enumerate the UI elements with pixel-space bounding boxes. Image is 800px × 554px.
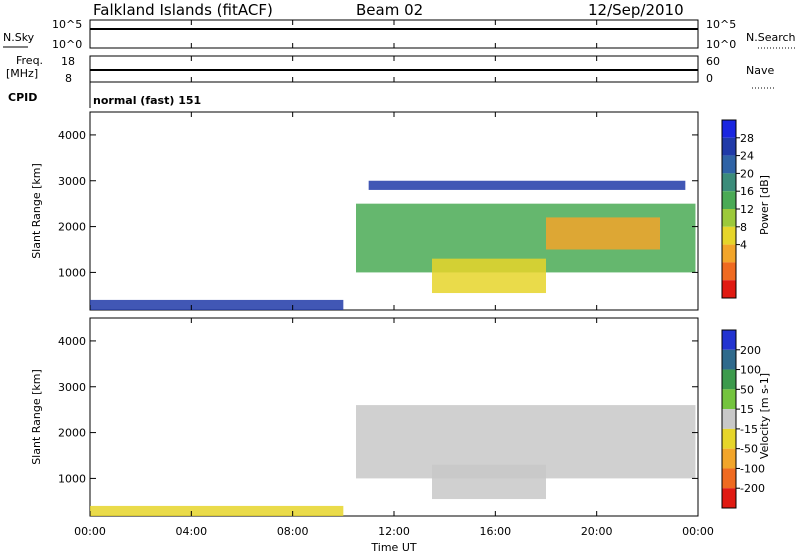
power-colorbar: 28 24 20 16 12 8 4 — [721, 119, 754, 299]
x-axis-label: Time UT — [370, 541, 416, 554]
vel-colorbar-swatch — [722, 389, 736, 410]
power-colorbar-tick-label: 8 — [740, 221, 747, 234]
vel-colorbar-tick-label: 200 — [740, 344, 761, 357]
vel-y-tick-label: 4000 — [58, 335, 86, 348]
nsky-tick-top: 10^5 — [52, 18, 82, 31]
vel-colorbar-swatch — [722, 409, 736, 429]
power-echo-region — [432, 258, 546, 294]
power-colorbar-swatch — [722, 137, 736, 156]
x-tick-label: 00:00 — [74, 525, 106, 538]
power-y-tick-label: 4000 — [58, 129, 86, 142]
freq-label: Freq. — [16, 54, 43, 67]
vel-colorbar-swatch — [722, 428, 736, 449]
cpid-value: normal (fast) 151 — [93, 94, 201, 107]
vel-colorbar-tick-label: -200 — [740, 482, 765, 495]
power-colorbar-swatch — [722, 191, 736, 209]
vel-colorbar-swatch — [722, 448, 736, 469]
nave-tick-bottom: 0 — [706, 72, 713, 85]
velocity-y-axis: 4000 3000 2000 1000 — [58, 335, 698, 485]
vel-colorbar-swatch — [722, 349, 736, 370]
vel-colorbar-swatch — [722, 468, 736, 489]
beam-title: Beam 02 — [356, 1, 423, 19]
power-colorbar-tick-label: 28 — [740, 132, 754, 145]
vel-colorbar-swatch — [722, 488, 736, 508]
nave-tick-top: 60 — [706, 55, 720, 68]
power-y-tick-label: 1000 — [58, 266, 86, 279]
x-tick-label: 08:00 — [277, 525, 309, 538]
vel-echo-region — [90, 505, 344, 516]
power-colorbar-swatch — [722, 226, 736, 245]
power-colorbar-tick-label: 16 — [740, 185, 754, 198]
nave-label: Nave — [746, 64, 774, 77]
power-y-tick-label: 3000 — [58, 175, 86, 188]
vel-colorbar-tick-label: -50 — [740, 443, 758, 456]
nsearch-tick-top: 10^5 — [706, 18, 736, 31]
nsearch-tick-bottom: 10^0 — [706, 38, 736, 51]
station-title: Falkland Islands (fitACF) — [93, 1, 273, 19]
power-colorbar-swatch — [722, 244, 736, 263]
power-y-tick-label: 2000 — [58, 221, 86, 234]
power-colorbar-swatch — [722, 120, 736, 138]
power-colorbar-tick-label: 4 — [740, 239, 747, 252]
nsearch-label: N.Search — [746, 31, 796, 44]
power-colorbar-tick-label: 24 — [740, 150, 754, 163]
velocity-y-label: Slant Range [km] — [30, 369, 43, 465]
vel-colorbar-tick-label: -100 — [740, 462, 765, 475]
power-echo-region — [90, 299, 344, 310]
x-tick-label: 04:00 — [175, 525, 207, 538]
vel-colorbar-tick-label: 100 — [740, 364, 761, 377]
vel-echo-region — [432, 464, 546, 500]
power-colorbar-swatch — [722, 173, 736, 192]
power-y-axis: 4000 3000 2000 1000 — [58, 129, 698, 279]
power-colorbar-tick-label: 12 — [740, 203, 754, 216]
vel-colorbar-tick-label: -15 — [740, 423, 758, 436]
vel-y-tick-label: 2000 — [58, 427, 86, 440]
power-colorbar-tick-label: 20 — [740, 167, 754, 180]
freq-tick-bottom: 8 — [65, 72, 72, 85]
x-tick-label: 00:00 — [682, 525, 714, 538]
power-echo-region — [546, 217, 660, 250]
velocity-colorbar-label: Velocity [m s-1] — [758, 373, 771, 459]
x-tick-label: 20:00 — [581, 525, 613, 538]
power-echo-region — [368, 180, 686, 190]
time-x-axis: 00:00 04:00 08:00 12:00 16:00 20:00 00:00 — [74, 20, 714, 538]
freq-tick-top: 18 — [61, 55, 75, 68]
cpid-label: CPID — [8, 91, 37, 104]
x-tick-label: 12:00 — [378, 525, 410, 538]
vel-colorbar-swatch — [722, 330, 736, 350]
velocity-panel: 4000 3000 2000 1000 Slant Range [km] 200 100… — [30, 317, 771, 517]
freq-unit-label: [MHz] — [6, 67, 38, 80]
vel-y-tick-label: 3000 — [58, 381, 86, 394]
vel-y-tick-label: 1000 — [58, 472, 86, 485]
vel-colorbar-tick-label: 15 — [740, 403, 754, 416]
power-panel: 4000 3000 2000 1000 Slant Range [km] 28 24 20… — [30, 111, 771, 311]
power-colorbar-swatch — [722, 280, 736, 298]
velocity-data-layer — [90, 405, 696, 516]
x-tick-label: 16:00 — [479, 525, 511, 538]
power-colorbar-label: Power [dB] — [758, 175, 771, 235]
vel-colorbar-frame — [721, 329, 737, 509]
power-colorbar-swatch — [722, 209, 736, 227]
nsky-tick-bottom: 10^0 — [52, 38, 82, 51]
power-y-label: Slant Range [km] — [30, 163, 43, 259]
power-colorbar-swatch — [722, 155, 736, 174]
power-data-layer — [90, 180, 696, 310]
power-colorbar-swatch — [722, 262, 736, 281]
nsky-label: N.Sky — [3, 31, 35, 44]
vel-colorbar-tick-label: 50 — [740, 383, 754, 396]
date-title: 12/Sep/2010 — [588, 1, 684, 19]
velocity-colorbar: 200 100 50 15 -15 -50 -100 -200 — [721, 329, 765, 509]
vel-colorbar-swatch — [722, 369, 736, 390]
